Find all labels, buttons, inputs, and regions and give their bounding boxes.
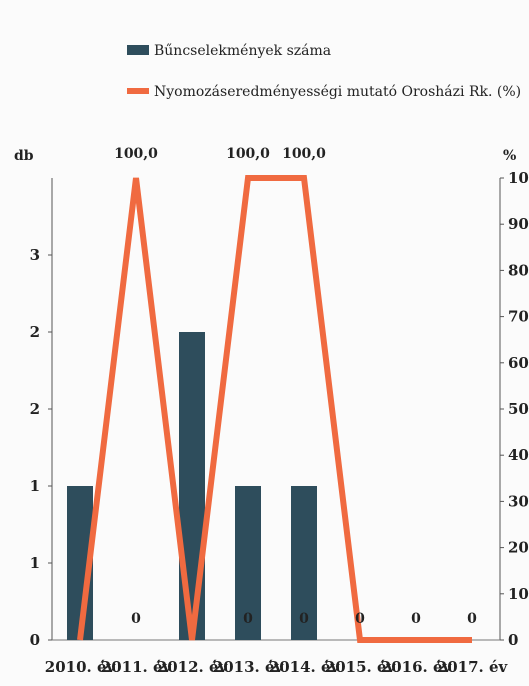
line-data-label: 100,0: [114, 146, 158, 162]
zero-data-label: 0: [243, 611, 253, 627]
zero-data-label: 0: [467, 611, 477, 627]
legend-swatch-line: [127, 88, 149, 94]
axes: 0112230102030405060708090100: [30, 169, 529, 649]
line-series-path: [77, 175, 472, 643]
left-axis-label: db: [14, 148, 34, 164]
right-axis-tick-label: 100: [508, 169, 529, 187]
legend-swatch-bars: [127, 45, 149, 55]
right-axis-tick-label: 20: [508, 539, 529, 557]
legend-label-bars: Bűncselekmények száma: [154, 43, 331, 59]
left-axis-tick-label: 2: [30, 400, 40, 418]
x-axis-tick-label: 2017. év: [437, 658, 509, 676]
data-labels: 100,0 100,0 100,0 0 0 0 0 0 0: [114, 146, 477, 627]
zero-data-label: 0: [411, 611, 421, 627]
bar: [291, 486, 317, 640]
left-axis-tick-label: 1: [30, 477, 40, 495]
right-axis-tick-label: 70: [508, 308, 529, 326]
left-axis-tick-label: 3: [30, 246, 40, 264]
right-axis-tick-label: 60: [508, 354, 529, 372]
zero-data-label: 0: [299, 611, 309, 627]
left-axis-tick-label: 1: [30, 554, 40, 572]
legend-label-line: Nyomozáseredményességi mutató Orosházi R…: [154, 84, 521, 100]
bar-series: [67, 332, 317, 640]
line-data-label: 100,0: [226, 146, 270, 162]
right-axis-tick-label: 80: [508, 261, 529, 279]
x-axis-tick-label: 2016. év: [381, 658, 453, 676]
line-series: [77, 175, 472, 643]
right-axis-tick-label: 0: [508, 631, 518, 649]
right-axis-tick-label: 30: [508, 492, 529, 510]
right-axis-tick-label: 90: [508, 215, 529, 233]
chart-legend: Bűncselekmények száma Nyomozáseredményes…: [127, 43, 521, 100]
right-axis-label: %: [503, 148, 516, 164]
bar: [179, 332, 205, 640]
zero-data-label: 0: [355, 611, 365, 627]
left-axis-tick-label: 2: [30, 323, 40, 341]
x-axis-tick-label: 2015. év: [325, 658, 397, 676]
right-axis-tick-label: 50: [508, 400, 529, 418]
bar: [235, 486, 261, 640]
x-axis-tick-label: 2011. év: [101, 658, 173, 676]
x-axis-tick-label: 2014. év: [269, 658, 341, 676]
left-axis-tick-label: 0: [30, 631, 40, 649]
x-axis-tick-label: 2013. év: [213, 658, 285, 676]
right-axis-tick-label: 40: [508, 446, 529, 464]
x-axis-tick-label: 2010. év: [45, 658, 117, 676]
right-axis-tick-label: 10: [508, 585, 529, 603]
x-axis-tick-label: 2012. év: [157, 658, 229, 676]
line-data-label: 100,0: [282, 146, 326, 162]
zero-data-label: 0: [131, 611, 141, 627]
